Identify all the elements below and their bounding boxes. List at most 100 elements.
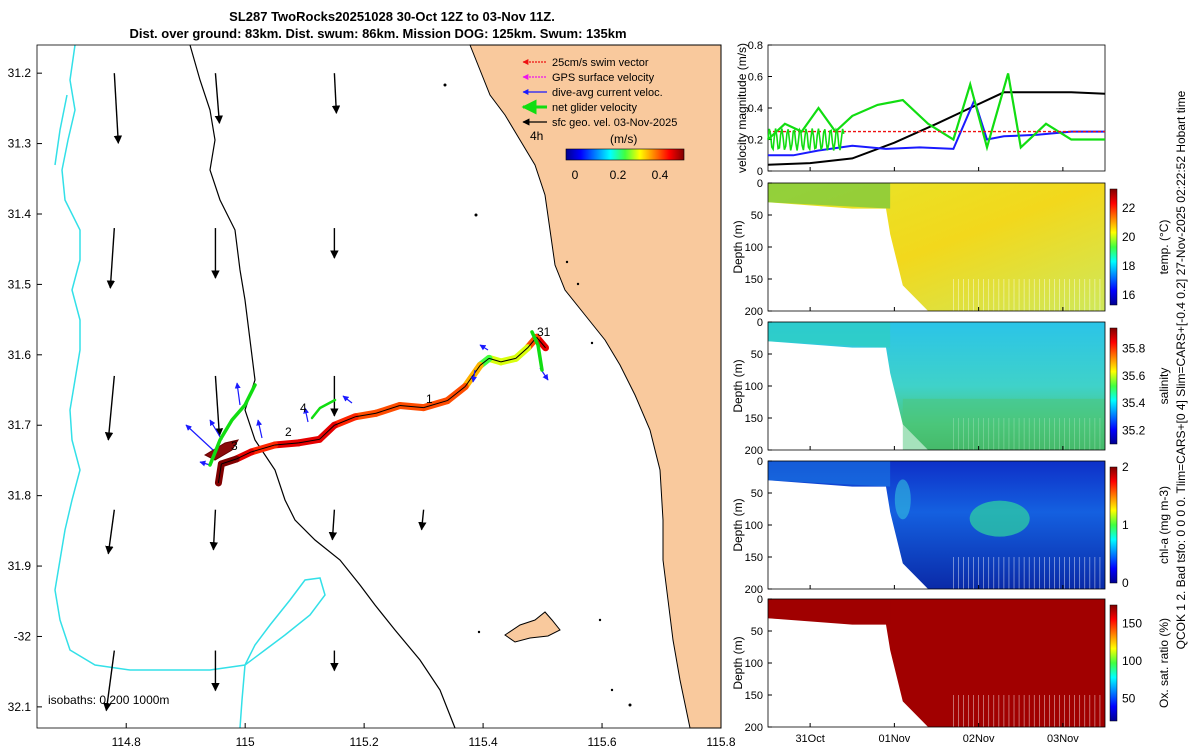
- velocity-ylabel: velocity magnitude (m/s): [735, 43, 749, 173]
- section-ytick-label: 100: [745, 520, 763, 532]
- section-ytick-label: 100: [745, 658, 763, 670]
- track-centerline: [250, 444, 276, 453]
- section-colorbar-tick: 100: [1122, 654, 1142, 668]
- map-xtick-label: 115: [236, 735, 255, 749]
- section-ytick-label: 0: [757, 456, 763, 468]
- colorbar-tick: 0: [572, 168, 579, 182]
- sfc-vector: [214, 375, 224, 437]
- net-velocity-segment: [310, 398, 337, 420]
- section-oxygen-section: 0 50 100 150 200 Depth (m) 50 100 150 Ox. sat. ra…: [731, 594, 1171, 734]
- section-data-field: [768, 599, 1105, 727]
- current-vector: [256, 419, 263, 439]
- velocity-line: [767, 91, 1106, 166]
- chla-maximum-patch: [969, 500, 1030, 537]
- sfc-vector: [328, 509, 338, 541]
- section-colorbar-tick: 50: [1122, 692, 1136, 706]
- section-ylabel: Depth (m): [731, 636, 745, 689]
- track-centerline: [464, 365, 481, 387]
- map-ytick-label: 32.1: [8, 700, 32, 714]
- map-panel: 114.8 115 115.2 115.4 115.6 115.8 31.2 31.3 31.4…: [8, 44, 736, 749]
- map-axes: 114.8 115 115.2 115.4 115.6 115.8 31.2 31.3 31.4…: [8, 44, 736, 749]
- section-colorbar-label: chl-a (mg m-3): [1157, 486, 1171, 564]
- date-tick-label: 31Oct: [795, 733, 824, 745]
- net-velocity-segment: [530, 330, 544, 372]
- section-ytick-label: 200: [745, 306, 763, 318]
- legend-label-sfc: sfc geo. vel. 03-Nov-2025: [552, 117, 677, 129]
- figure-title-line2: Dist. over ground: 83km. Dist. swum: 86k…: [129, 26, 626, 41]
- net-glider-velocity: [208, 330, 544, 467]
- current-vector: [479, 344, 489, 351]
- section-ytick-label: 100: [745, 381, 763, 393]
- figure-title-line1: SL287 TwoRocks20251028 30-Oct 12Z to 03-…: [229, 9, 555, 24]
- sfc-vector: [103, 650, 116, 712]
- track-centerline: [319, 424, 335, 440]
- map-frame: [36, 44, 722, 729]
- track-day-label: 31: [537, 325, 551, 339]
- velocity-lines: [767, 73, 1106, 166]
- speed-colorbar: [565, 148, 685, 161]
- track-centerline: [334, 416, 356, 426]
- section-ytick-label: 50: [751, 210, 763, 222]
- velocity-ytick-label: 0: [757, 166, 763, 178]
- velocity-ytick-label: 0.2: [748, 135, 763, 147]
- legend-label-net: net glider velocity: [552, 102, 637, 114]
- section-colorbar: [1109, 327, 1118, 445]
- island: [504, 611, 561, 643]
- track-centerline: [423, 400, 448, 409]
- date-tick-label: 03Nov: [1047, 733, 1079, 745]
- section-colorbar: [1109, 604, 1118, 722]
- map-xtick-label: 114.8: [112, 735, 141, 749]
- section-data-field: [768, 461, 1105, 589]
- map-xtick-label: 115.6: [587, 735, 616, 749]
- section-colorbar-tick: 35.2: [1122, 423, 1146, 437]
- sfc-vector: [104, 375, 116, 441]
- map-ytick-label: 31.7: [8, 418, 32, 432]
- velocity-panel: 0 0.2 0.4 0.6 0.8 velocity magnitude (m/s): [735, 40, 1106, 178]
- sfc-vector: [105, 509, 116, 555]
- section-colorbar-label: temp. (°C): [1157, 220, 1171, 275]
- track-centerline: [274, 442, 299, 446]
- isobath-200m: [189, 44, 456, 729]
- track-centerline: [536, 336, 546, 349]
- section-ylabel: Depth (m): [731, 498, 745, 551]
- current-vector: [234, 382, 241, 406]
- date-tick-label: 02Nov: [963, 733, 995, 745]
- track-centerline: [298, 438, 320, 444]
- section-ytick-label: 150: [745, 413, 763, 425]
- section-colorbar-tick: 18: [1122, 259, 1136, 273]
- section-colorbar-tick: 35.4: [1122, 396, 1146, 410]
- map-ytick-label: 31.3: [8, 137, 32, 151]
- section-ytick-label: 150: [745, 690, 763, 702]
- section-ytick-label: 50: [751, 626, 763, 638]
- section-ytick-label: 50: [751, 488, 763, 500]
- coastal-rocks: [443, 83, 632, 707]
- track-centerline: [447, 386, 466, 401]
- section-shelf-band: [768, 599, 891, 625]
- section-colorbar-tick: 35.6: [1122, 369, 1146, 383]
- section-ytick-label: 150: [745, 552, 763, 564]
- section-ytick-label: 200: [745, 722, 763, 734]
- sfc-vector: [209, 509, 219, 551]
- section-shelf-band: [768, 183, 891, 209]
- track-centerline: [236, 451, 252, 460]
- section-colorbar: [1109, 188, 1118, 306]
- sfc-vector: [214, 73, 224, 125]
- colorbar-title: (m/s): [610, 132, 637, 146]
- section-colorbar-tick: 150: [1122, 617, 1142, 631]
- section-ytick-label: 0: [757, 594, 763, 606]
- section-colorbar-tick: 0: [1122, 576, 1129, 590]
- chla-patch: [894, 479, 911, 520]
- velocity-oscillation: [767, 127, 845, 152]
- track-centerline: [221, 458, 237, 465]
- section-colorbar-label: Ox. sat. ratio (%): [1157, 618, 1171, 708]
- isobath-1000m-north: [54, 94, 68, 166]
- velocity-ytick-label: 0.4: [748, 103, 763, 115]
- section-colorbar-tick: 35.8: [1122, 341, 1146, 355]
- section-colorbar-tick: 20: [1122, 230, 1136, 244]
- legend-label-swim: 25cm/s swim vector: [552, 57, 649, 69]
- track-centerline: [500, 357, 516, 363]
- map-ytick-label: 31.4: [8, 207, 32, 221]
- section-data-field: [768, 183, 1105, 311]
- map-ytick-label: 31.9: [8, 559, 32, 573]
